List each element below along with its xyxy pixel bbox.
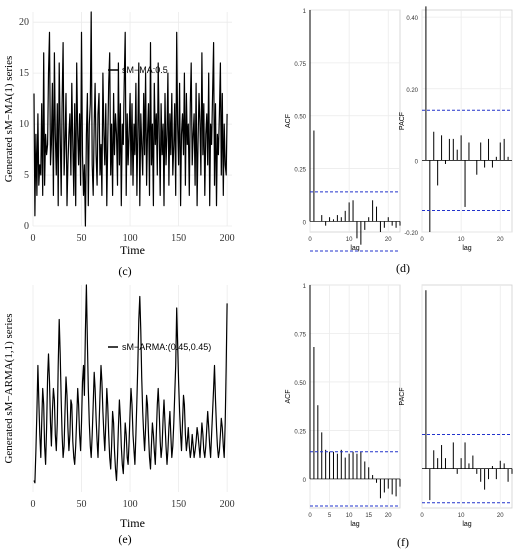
- chart-2-ylabel: PACF: [399, 112, 406, 130]
- chart-4-plot-border: [309, 284, 401, 509]
- chart-5-xlabel: lag: [462, 521, 471, 528]
- chart-4-xlabel: lag: [350, 521, 359, 528]
- chart-2-ytick-label-3: 0.40: [406, 16, 418, 22]
- chart-5-plot-border: [421, 284, 513, 509]
- chart-3-xtick-label-2: 100: [123, 499, 138, 510]
- chart-3-ylabel: Generated sM−ARMA(1,1) series: [3, 313, 15, 463]
- chart-3-xtick-label-4: 200: [220, 499, 235, 510]
- chart-0-ytick-label-2: 10: [19, 119, 29, 130]
- chart-2-xtick-label-0: 0: [420, 237, 424, 243]
- chart-0-xtick-label-4: 200: [220, 233, 235, 244]
- chart-0-xtick-label-0: 0: [31, 233, 36, 244]
- chart-5-xtick-label-0: 0: [420, 513, 424, 519]
- chart-1-xtick-label-2: 20: [385, 237, 392, 243]
- chart-4-ytick-label-1: 0.25: [294, 429, 306, 435]
- chart-3-xtick-label-0: 0: [31, 499, 36, 510]
- chart-2-ytick-label-2: 0.20: [406, 88, 418, 94]
- chart-4-ytick-label-0: 0: [303, 478, 307, 484]
- chart-2-ytick-label-1: 0: [415, 159, 419, 165]
- chart-1-ylabel: ACF: [285, 114, 292, 128]
- chart-4-xtick-label-0: 0: [308, 513, 312, 519]
- chart-0-xlabel: Time: [120, 243, 145, 257]
- chart-0-ytick-label-1: 5: [24, 170, 29, 181]
- chart-5-ylabel: PACF: [399, 387, 406, 405]
- chart-0-xtick-label-1: 50: [77, 233, 87, 244]
- chart-0-ytick-label-0: 0: [24, 221, 29, 232]
- chart-2-plot-border: [421, 9, 513, 233]
- chart-4-xtick-label-4: 20: [385, 513, 392, 519]
- panel-label-f: (f): [397, 535, 409, 549]
- chart-5-xtick-label-2: 20: [497, 513, 504, 519]
- chart-1-plot-border: [309, 9, 401, 233]
- chart-0-ylabel: Generated sM−MA(1) series: [3, 56, 15, 183]
- chart-1-ytick-label-1: 0.25: [294, 168, 306, 174]
- chart-0-ytick-label-3: 15: [19, 68, 29, 79]
- chart-1-xtick-label-1: 10: [346, 237, 353, 243]
- panel-label-d: (d): [396, 261, 410, 275]
- chart-2-xtick-label-1: 10: [458, 237, 465, 243]
- panel-label-c: (c): [118, 264, 131, 278]
- chart-0-legend-label: sM−MA:0.5: [122, 65, 168, 75]
- chart-1-ytick-label-3: 0.75: [294, 62, 306, 68]
- chart-2-xlabel: lag: [462, 245, 471, 252]
- chart-4-ytick-label-4: 1: [303, 284, 307, 290]
- chart-4-ytick-label-3: 0.75: [294, 332, 306, 338]
- chart-3-xlabel: Time: [120, 516, 145, 530]
- chart-3-legend-label: sM−ARMA:(0.45,0.45): [122, 342, 211, 352]
- chart-2-xtick-label-2: 20: [497, 237, 504, 243]
- chart-4-ytick-label-2: 0.50: [294, 381, 306, 387]
- chart-1-xtick-label-0: 0: [308, 237, 312, 243]
- chart-0-xtick-label-3: 150: [171, 233, 186, 244]
- chart-0-ytick-label-4: 20: [19, 17, 29, 28]
- chart-1-ytick-label-4: 1: [303, 9, 307, 15]
- chart-4-xtick-label-2: 10: [346, 513, 353, 519]
- chart-4-ylabel: ACF: [285, 390, 292, 404]
- chart-1-ytick-label-2: 0.50: [294, 115, 306, 121]
- chart-3-xtick-label-1: 50: [77, 499, 87, 510]
- chart-2-ytick-label-0: -0.20: [404, 231, 418, 237]
- chart-1-xlabel: lag: [350, 245, 359, 252]
- chart-3-xtick-label-3: 150: [171, 499, 186, 510]
- chart-3-series-line: [33, 284, 228, 484]
- chart-1-ytick-label-0: 0: [303, 220, 307, 226]
- chart-0-series-line: [33, 11, 228, 227]
- chart-4-xtick-label-1: 5: [328, 513, 332, 519]
- chart-4-xtick-label-3: 15: [365, 513, 372, 519]
- panel-label-e: (e): [118, 532, 131, 546]
- chart-0-xtick-label-2: 100: [123, 233, 138, 244]
- chart-5-xtick-label-1: 10: [458, 513, 465, 519]
